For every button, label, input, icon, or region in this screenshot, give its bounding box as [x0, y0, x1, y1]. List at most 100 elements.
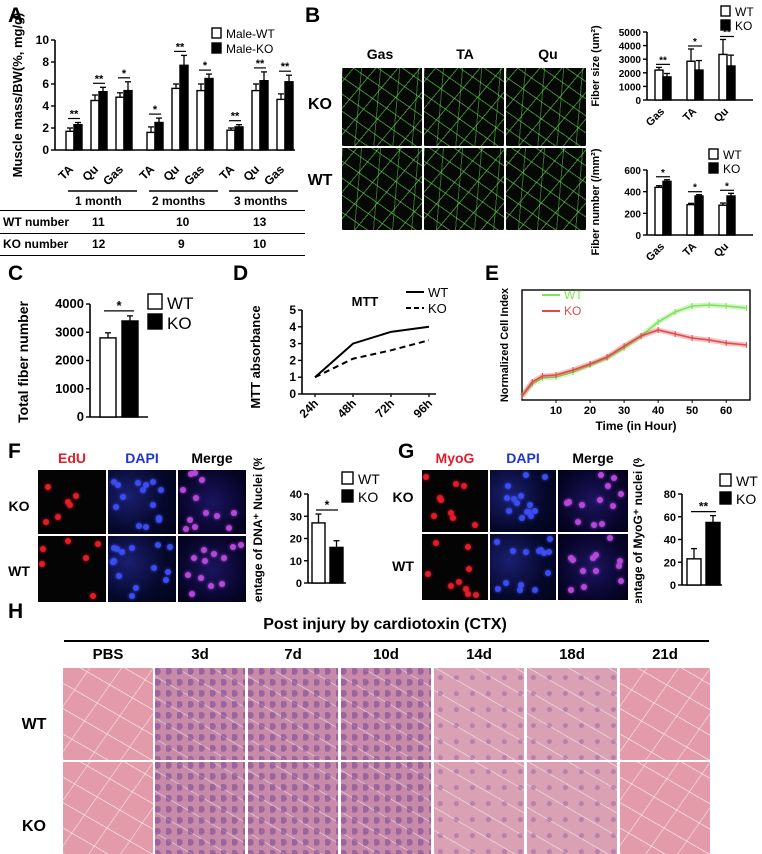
- y-axis-label: Fiber size (um²): [590, 25, 602, 107]
- nucleus-dot: [179, 486, 186, 493]
- bar: [654, 69, 664, 101]
- nucleus-dot: [114, 545, 121, 552]
- nucleus-dot: [575, 519, 582, 526]
- nucleus-dot: [198, 574, 205, 581]
- nucleus-dot: [464, 543, 471, 550]
- panel-letter-f: F: [8, 440, 21, 463]
- row-label-wt: WT: [392, 558, 414, 574]
- nucleus-dot: [599, 521, 606, 528]
- nucleus-dot: [162, 577, 169, 584]
- he-section-image: [341, 762, 431, 854]
- x-tick-label: Qu: [712, 241, 731, 260]
- nucleus-dot: [65, 538, 72, 545]
- nucleus-dot: [149, 478, 156, 485]
- nucleus-dot: [593, 551, 600, 558]
- he-section-image: [155, 668, 245, 760]
- channel-label-myog: MyoG: [435, 450, 475, 466]
- y-tick-label: 600: [624, 166, 641, 177]
- nucleus-dot: [433, 539, 440, 546]
- table-cell: 11: [92, 215, 105, 229]
- x-tick-label: 50: [686, 405, 698, 417]
- nucleus-dot: [183, 525, 190, 532]
- he-section-image: [434, 762, 524, 854]
- bar: [115, 96, 125, 151]
- significance-mark: **: [176, 41, 185, 53]
- channel-label-merge: Merge: [572, 450, 614, 466]
- bar: [686, 558, 702, 586]
- he-section-image: [620, 762, 710, 854]
- nucleus-dot: [438, 497, 445, 504]
- x-tick-label: Qu: [160, 162, 182, 184]
- nucleus-dot: [471, 522, 478, 529]
- nucleus-dot: [618, 577, 625, 584]
- nucleus-dot: [220, 555, 227, 562]
- significance-mark: *: [661, 168, 665, 179]
- row-label-wt: WT: [21, 716, 47, 733]
- edu-image: [38, 536, 106, 602]
- he-section-image: [63, 762, 153, 854]
- bar: [65, 130, 75, 151]
- nucleus-dot: [536, 547, 543, 554]
- y-tick-label: 10: [36, 33, 50, 47]
- nucleus-dot: [237, 541, 244, 548]
- bar: [121, 320, 139, 418]
- bar: [686, 203, 696, 236]
- nucleus-dot: [230, 544, 237, 551]
- nucleus-dot: [129, 545, 135, 552]
- legend-label: KO: [564, 304, 581, 318]
- legend-label: KO: [428, 301, 447, 316]
- legend-swatch: [720, 19, 731, 31]
- table-cell: 10: [253, 237, 267, 251]
- nucleus-dot: [610, 474, 617, 481]
- col-label-7d: 7d: [284, 646, 302, 663]
- legend-swatch: [147, 313, 163, 330]
- significance-mark: *: [693, 37, 697, 48]
- bar: [726, 195, 736, 236]
- y-axis-label: Total fiber number: [15, 301, 31, 423]
- nucleus-dot: [592, 568, 599, 575]
- nucleus-dot: [615, 562, 622, 569]
- y-tick-label: 20: [664, 557, 676, 569]
- legend-label: WT: [735, 5, 754, 19]
- nucleus-dot: [463, 585, 470, 592]
- y-tick-label: 40: [290, 489, 302, 501]
- nucleus-dot: [157, 486, 164, 493]
- x-tick-label: Qu: [712, 106, 731, 125]
- nucleus-dot: [198, 477, 205, 484]
- significance-mark: *: [122, 68, 127, 80]
- nucleus-dot: [430, 512, 437, 519]
- nucleus-dot: [213, 512, 220, 519]
- col-label-ta: TA: [456, 46, 474, 62]
- chart-b-fiber-size: 0 1000 2000 3000 4000 5000 Fiber size (um²) ** G…: [590, 5, 754, 129]
- nucleus-dot: [618, 491, 625, 498]
- significance-mark: **: [723, 27, 731, 38]
- nucleus-dot: [464, 591, 471, 598]
- nucleus-dot: [119, 494, 126, 500]
- nucleus-dot: [580, 567, 587, 574]
- legend-swatch: [708, 162, 719, 174]
- nucleus-dot: [532, 587, 539, 594]
- nucleus-dot: [155, 542, 162, 549]
- significance-mark: *: [203, 60, 208, 72]
- muscle-section-image: [424, 68, 504, 146]
- myog-image: [422, 534, 488, 600]
- x-tick-label: 30: [618, 405, 630, 417]
- bar: [654, 186, 664, 236]
- nucleus-dot: [531, 507, 538, 514]
- x-tick-label: 72h: [373, 396, 398, 421]
- y-tick-label: 3: [289, 337, 296, 351]
- bar: [90, 99, 100, 151]
- y-tick-label: 0: [77, 409, 84, 424]
- bar: [284, 81, 294, 151]
- nucleus-dot: [581, 584, 588, 591]
- legend-swatch: [719, 491, 732, 505]
- nucleus-dot: [518, 515, 525, 522]
- he-section-image: [63, 668, 153, 760]
- nucleus-dot: [518, 493, 525, 500]
- legend-swatch: [341, 489, 354, 503]
- muscle-section-image: [342, 148, 422, 230]
- panel-h-title-rule: [64, 640, 709, 642]
- series-band-wt: [520, 302, 747, 398]
